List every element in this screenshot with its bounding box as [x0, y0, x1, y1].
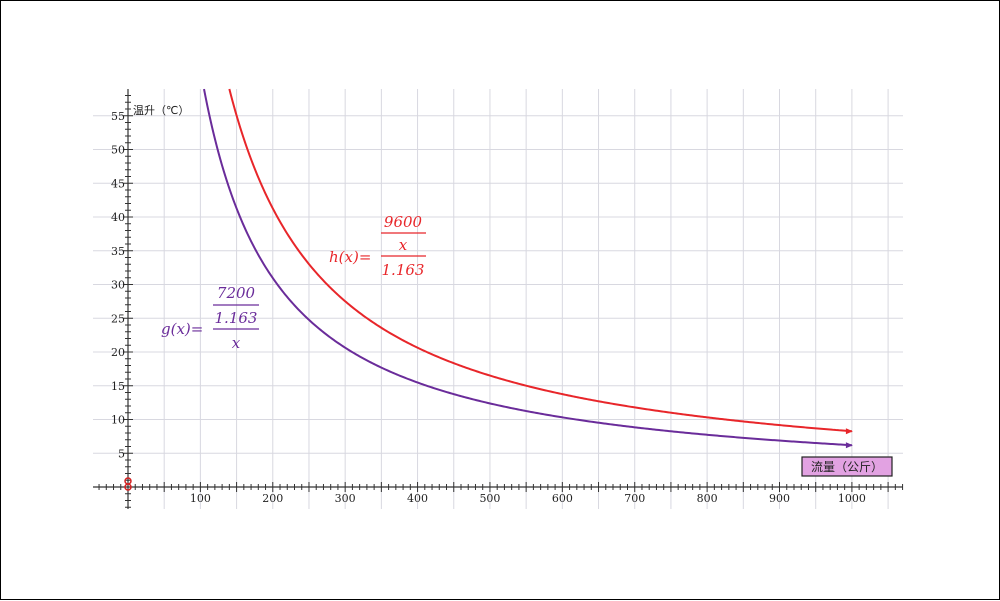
x-axis-title-box: 流量（公斤）	[801, 456, 893, 477]
y-tick-label: 5	[118, 447, 125, 460]
formula-h-denominator-den: 1.163	[382, 261, 425, 279]
y-tick-label: 50	[111, 144, 125, 157]
y-tick-label: 30	[111, 279, 125, 292]
x-tick-label: 300	[335, 492, 356, 505]
y-tick-label: 15	[111, 380, 125, 393]
formula-h: h(x)= 9600 x 1.163	[329, 213, 426, 279]
x-tick-label: 700	[624, 492, 645, 505]
grid	[93, 89, 903, 509]
x-axis-title: 流量（公斤）	[811, 460, 883, 474]
y-tick-label: 20	[111, 346, 125, 359]
y-tick-label: 35	[111, 245, 125, 258]
y-tick-label: 10	[111, 414, 125, 427]
x-tick-label: 100	[190, 492, 211, 505]
x-axis-title-background	[801, 456, 893, 477]
y-tick-label: 25	[111, 312, 125, 325]
series-h-arrow	[845, 428, 853, 435]
formula-h-denominator-num: x	[399, 236, 408, 254]
x-tick-label: 500	[479, 492, 500, 505]
formula-g-prefix: g(x)=	[161, 320, 203, 338]
x-tick-label: 200	[262, 492, 283, 505]
x-tick-label: 600	[552, 492, 573, 505]
formula-h-prefix: h(x)=	[329, 248, 371, 266]
x-tick-label: 400	[407, 492, 428, 505]
origin-marker-lower	[124, 483, 132, 491]
series-layer	[203, 88, 853, 449]
formula-g-numerator: 7200	[217, 284, 256, 302]
series-g-arrow	[845, 442, 853, 449]
series-h-line	[228, 88, 852, 433]
y-tick-label: 55	[111, 110, 125, 123]
formula-g: g(x)= 7200 1.163 x	[161, 284, 259, 352]
formula-g-denominator-den: x	[232, 334, 241, 352]
formula-h-numerator: 9600	[384, 213, 423, 231]
y-axis-title: 温升（℃）	[133, 104, 189, 117]
axes: 100 200 300 400 500 600 700 800 900 1000 5 10 15 20 25…	[93, 89, 904, 509]
series-g-line	[203, 88, 852, 447]
x-tick-label: 900	[769, 492, 790, 505]
y-tick-label: 40	[111, 211, 125, 224]
formula-g-denominator-num: 1.163	[215, 309, 258, 327]
x-tick-label: 1000	[838, 492, 866, 505]
x-tick-label: 800	[697, 492, 718, 505]
y-tick-label: 45	[111, 177, 125, 190]
